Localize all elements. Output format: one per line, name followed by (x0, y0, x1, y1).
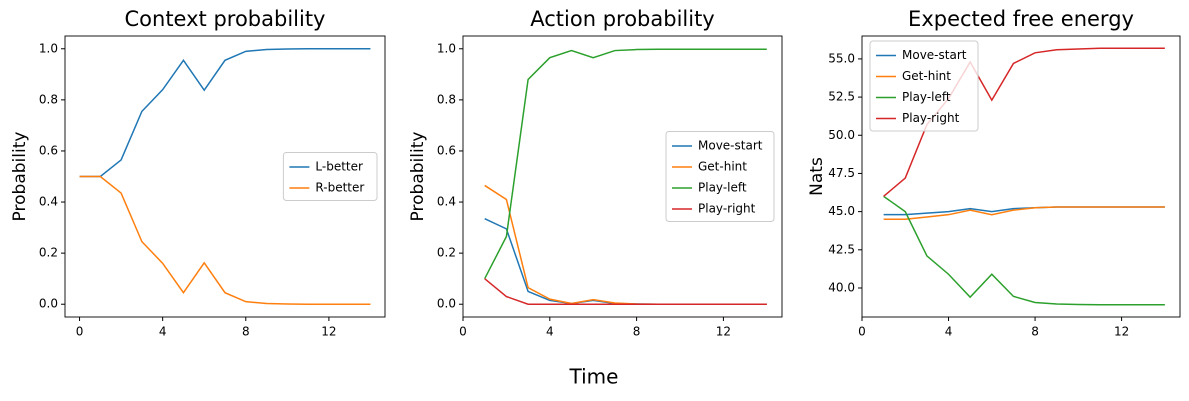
x-tick-label: 8 (1031, 325, 1039, 339)
chart-title: Action probability (530, 7, 715, 31)
y-tick-label: 45.0 (828, 204, 855, 218)
legend-box (869, 40, 979, 132)
y-tick-label: 1.0 (39, 41, 58, 55)
legend-label: Move-start (698, 139, 763, 153)
legend-label: Play-right (698, 202, 756, 216)
series-line (79, 175, 371, 305)
y-tick-label: 0.6 (437, 143, 456, 157)
legend-label: Get-hint (902, 69, 951, 83)
legend-label: Move-start (902, 48, 967, 62)
plot-frame (64, 35, 386, 318)
y-tick-label: 0.2 (39, 246, 58, 260)
series-line (883, 206, 1165, 216)
y-tick-label: 47.5 (828, 166, 855, 180)
y-axis-label: Probability (408, 132, 428, 222)
x-tick-label: 12 (716, 325, 731, 339)
y-tick-label: 55.0 (828, 51, 855, 65)
y-axis-label: Probability (10, 132, 30, 222)
plot-frame (462, 35, 783, 318)
y-tick-label: 0.8 (437, 92, 456, 106)
y-tick-label: 0.4 (39, 195, 58, 209)
y-tick-label: 0.2 (437, 246, 456, 260)
x-tick-label: 12 (321, 325, 336, 339)
legend: L-better R-better (282, 152, 378, 201)
plot-frame (861, 35, 1181, 318)
y-tick-label: 52.5 (828, 90, 855, 104)
y-tick-label: 1.0 (437, 41, 456, 55)
x-tick-label: 12 (1114, 325, 1129, 339)
figure-x-label: Time (569, 365, 619, 389)
legend-label: Get-hint (698, 160, 747, 174)
x-tick-label: 0 (858, 325, 866, 339)
series-line (484, 278, 767, 305)
y-tick-label: 0.8 (39, 92, 58, 106)
legend-label: Play-right (902, 111, 960, 125)
x-tick-label: 4 (159, 325, 167, 339)
legend: Move-start Get-hint Play-left Play-right (869, 40, 979, 132)
y-tick-label: 40.0 (828, 280, 855, 294)
y-axis-label: Nats (807, 157, 827, 196)
y-tick-label: 0.0 (437, 297, 456, 311)
y-tick-label: 50.0 (828, 128, 855, 142)
x-tick-label: 0 (76, 325, 84, 339)
chart-title: Expected free energy (908, 7, 1134, 31)
y-tick-label: 42.5 (828, 242, 855, 256)
series-line (79, 48, 371, 178)
series-line (883, 206, 1165, 221)
legend: Move-start Get-hint Play-left Play-right (665, 131, 775, 222)
x-tick-label: 0 (459, 325, 467, 339)
legend-label: Play-left (902, 90, 951, 104)
legend-label: L-better (315, 160, 363, 174)
y-tick-label: 0.6 (39, 143, 58, 157)
chart-title: Context probability (125, 7, 326, 31)
y-tick-label: 0.0 (39, 297, 58, 311)
x-tick-label: 8 (242, 325, 250, 339)
series-line (484, 48, 767, 280)
series-line (484, 217, 767, 305)
legend-label: Play-left (698, 181, 747, 195)
x-tick-label: 8 (633, 325, 641, 339)
x-tick-label: 4 (945, 325, 953, 339)
legend-box (665, 131, 775, 222)
series-line (883, 195, 1165, 306)
x-tick-label: 4 (546, 325, 554, 339)
y-tick-label: 0.4 (437, 195, 456, 209)
legend-label: R-better (315, 181, 364, 195)
